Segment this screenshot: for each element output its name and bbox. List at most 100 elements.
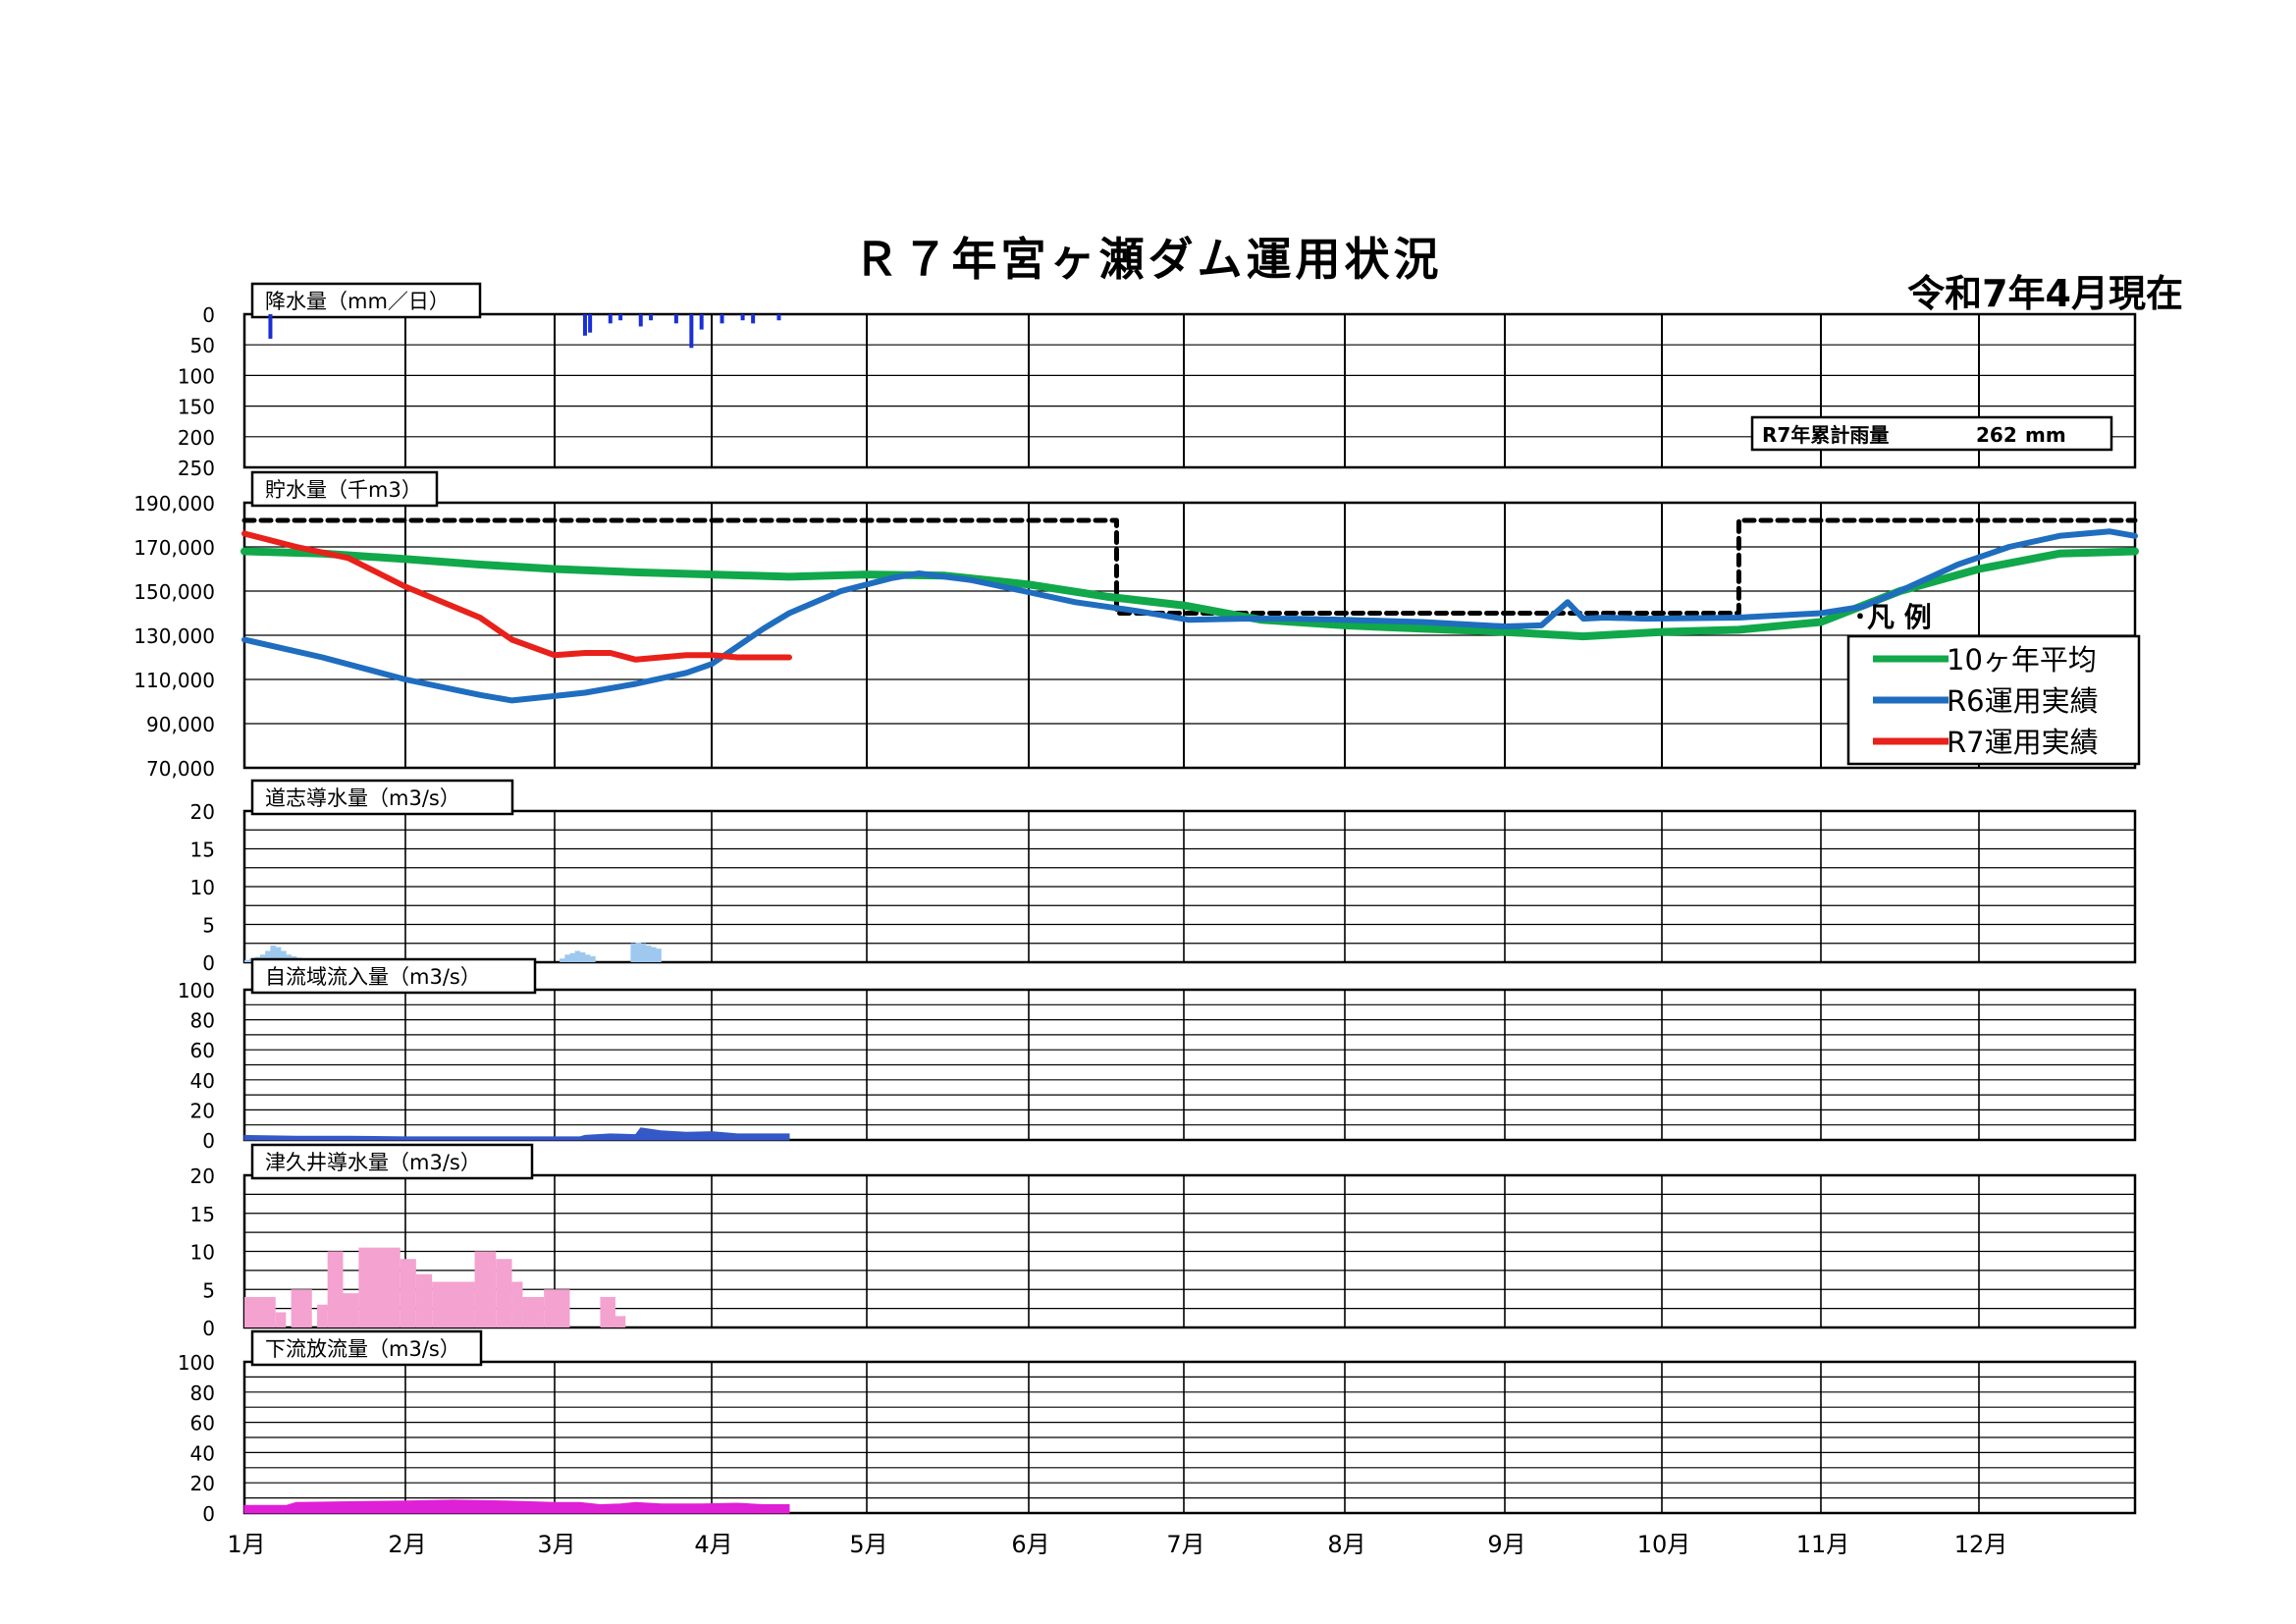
panel-frame — [242, 312, 2137, 469]
tsukui-bar — [327, 1251, 344, 1327]
y-tick-label: 80 — [190, 1009, 215, 1033]
doshi-bar — [564, 954, 570, 962]
y-tick-label: 110,000 — [133, 669, 215, 692]
doshi-bar — [651, 947, 657, 962]
y-tick-label: 100 — [178, 979, 215, 1002]
x-tick-label: 5月 — [849, 1531, 887, 1558]
tsukui-bar — [400, 1259, 416, 1327]
legend-label: R7運用実績 — [1947, 726, 2099, 759]
tsukui-bar — [600, 1297, 615, 1327]
rainfall-bar — [689, 314, 694, 349]
panel-title-box — [250, 957, 537, 995]
x-tick-label: 7月 — [1166, 1531, 1204, 1558]
doshi-bar — [656, 948, 662, 962]
panel-jiryu: 0 20 40 60 80 100 自流域流入量（m3/s） — [178, 957, 2137, 1153]
doshi-bar — [270, 946, 277, 962]
panel-title-box — [250, 282, 482, 319]
panel-title: 自流域流入量（m3/s） — [250, 957, 537, 995]
legend-label: R6運用実績 — [1947, 684, 2099, 718]
doshi-bar — [281, 950, 287, 962]
y-tick-label: 20 — [190, 1099, 215, 1122]
y-tick-label: 170,000 — [133, 536, 215, 560]
y-tick-label: 0 — [202, 1502, 215, 1526]
y-tick-label: 60 — [190, 1412, 215, 1435]
y-tick-label: 20 — [190, 800, 215, 824]
legend-title: ･凡 例 — [1853, 601, 1932, 633]
y-tick-label: 80 — [190, 1381, 215, 1405]
rainfall-total-box: R7年累計雨量 262 mm — [1750, 415, 2113, 452]
tsukui-bar — [358, 1247, 400, 1327]
panel-storage: 70,000 90,000 110,000 130,000 150,000 170,000… — [133, 470, 2141, 781]
rainfall-bar — [740, 314, 745, 321]
panel-title-text: 自流域流入量（m3/s） — [265, 965, 481, 989]
x-tick-label: 2月 — [388, 1531, 426, 1558]
y-tick-label: 100 — [178, 1351, 215, 1375]
doshi-bar — [590, 955, 596, 962]
panel-frame — [242, 1173, 2137, 1329]
x-tick-label: 10月 — [1637, 1531, 1691, 1558]
legend-label: 10ヶ年平均 — [1947, 643, 2097, 677]
rainfall-bar — [699, 314, 704, 330]
y-tick-label: 200 — [178, 426, 215, 450]
doshi-bar — [569, 952, 576, 962]
y-tick-label: 20 — [190, 1164, 215, 1188]
page-title: Ｒ７年宮ヶ瀬ダム運用状況 — [853, 233, 1443, 286]
y-tick-label: 0 — [202, 1317, 215, 1340]
tsukui-bars — [244, 1247, 626, 1327]
rainfall-bars — [268, 314, 781, 349]
x-tick-label: 4月 — [694, 1531, 732, 1558]
y-tick-label: 20 — [190, 1472, 215, 1495]
series-line-R6運用実績 — [241, 528, 2138, 704]
panel-title-text: 貯水量（千m3） — [265, 478, 422, 502]
y-tick-label: 90,000 — [146, 713, 215, 736]
tsukui-bar — [511, 1281, 523, 1327]
tsukui-bar — [343, 1293, 359, 1327]
x-tick-label: 1月 — [227, 1531, 265, 1558]
x-tick-label: 3月 — [537, 1531, 575, 1558]
doshi-bar — [635, 942, 642, 962]
panel-frame — [242, 809, 2137, 964]
y-tick-label: 5 — [202, 914, 215, 938]
date-label: 令和7年4月現在 — [1907, 272, 2183, 315]
tsukui-bar — [291, 1289, 312, 1327]
panel-tsukui: 0 5 10 15 20 津久井導水量（m3/s） — [190, 1143, 2137, 1340]
y-tick-label: 60 — [190, 1039, 215, 1062]
doshi-bar — [275, 947, 282, 962]
y-tick-label: 0 — [202, 1129, 215, 1153]
series-line-10ヶ年平均 — [240, 547, 2139, 641]
y-tick-label: 0 — [202, 951, 215, 975]
y-tick-label: 130,000 — [133, 624, 215, 648]
x-tick-label: 12月 — [1954, 1531, 2008, 1558]
tsukui-bar — [244, 1297, 276, 1327]
panel-title-text: 降水量（mm／日） — [265, 290, 450, 313]
panel-title: 下流放流量（m3/s） — [250, 1329, 483, 1367]
rainfall-bar — [649, 314, 654, 321]
doshi-bar — [640, 943, 647, 962]
tsukui-bar — [415, 1273, 433, 1327]
tsukui-bar — [432, 1281, 475, 1327]
rainfall-bar — [720, 314, 724, 324]
y-tick-label: 150 — [178, 396, 215, 419]
doshi-bar — [630, 943, 636, 962]
panel-title: 降水量（mm／日） — [250, 282, 482, 319]
rainfall-bar — [588, 314, 593, 333]
rainfall-bar — [618, 314, 623, 321]
y-tick-label: 40 — [190, 1069, 215, 1093]
rainfall-bar — [582, 314, 587, 336]
y-tick-label: 10 — [190, 876, 215, 899]
doshi-bar — [645, 946, 652, 962]
rainfall-bar — [776, 314, 781, 321]
panel-title-text: 下流放流量（m3/s） — [265, 1337, 460, 1361]
x-tick-label: 9月 — [1487, 1531, 1525, 1558]
y-tick-label: 250 — [178, 457, 215, 480]
y-tick-label: 40 — [190, 1441, 215, 1465]
tsukui-bar — [275, 1312, 287, 1327]
panel-title: 貯水量（千m3） — [250, 470, 439, 508]
x-tick-label: 11月 — [1796, 1531, 1850, 1558]
tsukui-bar — [522, 1297, 545, 1327]
doshi-bar — [560, 958, 565, 962]
panel-title-box — [250, 1329, 483, 1367]
y-tick-label: 0 — [202, 303, 215, 327]
doshi-bar — [574, 950, 581, 962]
y-tick-label: 100 — [178, 364, 215, 388]
